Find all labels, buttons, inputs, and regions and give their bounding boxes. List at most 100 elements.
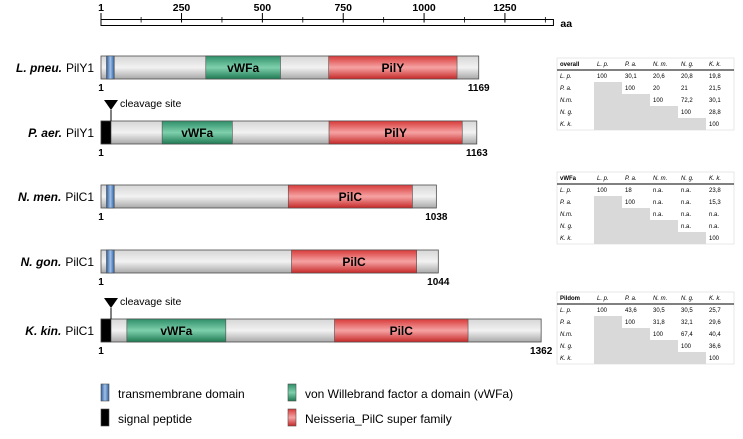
axis-unit-label: aa: [560, 18, 572, 30]
identity-table-cell: 100: [597, 308, 608, 314]
identity-table-row-label: P. a.: [560, 86, 572, 92]
identity-table-cell: 100: [709, 122, 720, 128]
identity-table-cell: 21,5: [709, 86, 721, 92]
identity-table-header: N. g.: [681, 296, 694, 302]
identity-table-cell: 43,6: [625, 308, 637, 314]
identity-table-cell: 100: [653, 98, 664, 104]
pilc-domain-label: PilY: [384, 126, 407, 140]
identity-table-cell: 100: [681, 110, 692, 116]
pilc-domain-label: PilC: [339, 190, 363, 204]
identity-table-cell: n.a.: [709, 224, 719, 230]
identity-table-header: N. m.: [653, 176, 667, 182]
identity-table-cell: 100: [625, 320, 636, 326]
protein-name: PilY1: [66, 126, 94, 140]
protein-species: P. aer.: [28, 126, 62, 140]
identity-table-title: overall: [560, 62, 580, 68]
identity-table-header: N. m.: [653, 296, 667, 302]
identity-table-shade: [594, 82, 622, 94]
pilc-domain: [291, 249, 417, 274]
tm-domain: [106, 249, 115, 274]
vwfa-domain: [126, 318, 227, 343]
identity-table: Pildom L. p. P. a. N. m. N. g. K. k. L. p. 100 4…: [556, 291, 735, 365]
protein-label: P. aer. PilY1: [28, 126, 94, 140]
identity-table: overall L. p. P. a. N. m. N. g. K. k. L. p. 100…: [556, 57, 735, 131]
vwfa-domain-label: vWFa: [160, 324, 192, 338]
identity-table-cell: 30,1: [625, 74, 637, 80]
identity-table-row-label: N. g.: [560, 224, 573, 230]
protein-row: L. pneu. PilY1 vWFa PilY1 1169: [16, 55, 490, 94]
tm-legend-label: transmembrane domain: [118, 387, 245, 401]
vwfa-domain: [205, 55, 281, 80]
identity-table-cell: 100: [597, 188, 608, 194]
pilc-legend-label: Neisseria_PilC super family: [305, 412, 452, 426]
identity-table-header: N. g.: [681, 62, 694, 68]
pilc-domain: [328, 120, 463, 145]
protein-species: N. gon.: [21, 255, 62, 269]
identity-table-cell: 29,6: [709, 320, 721, 326]
identity-table-cell: 36,6: [709, 344, 721, 350]
identity-table-cell: n.a.: [653, 188, 663, 194]
identity-table-cell: 18: [625, 188, 632, 194]
cleavage-site-label: cleavage site: [120, 296, 181, 308]
protein-start-label: 1: [98, 277, 104, 288]
protein-length-label: 1163: [466, 148, 488, 159]
protein-label: N. men. PilC1: [18, 190, 94, 204]
protein-name: PilY1: [66, 61, 94, 75]
identity-table-cell: 28,8: [709, 110, 721, 116]
identity-table-shade: [594, 316, 622, 328]
identity-table-cell: 100: [709, 236, 720, 242]
identity-table-header: K. k.: [709, 296, 721, 302]
identity-table-row-label: N. g.: [560, 344, 573, 350]
protein-name: PilC1: [65, 190, 94, 204]
pilc-domain: [328, 55, 458, 80]
identity-table-cell: 100: [709, 356, 720, 362]
protein-length-label: 1044: [427, 277, 450, 288]
vwfa-domain-label: vWFa: [227, 61, 259, 75]
identity-table-cell: 30,5: [681, 308, 693, 314]
identity-table-shade: [594, 328, 650, 340]
vwfa-domain: [161, 120, 233, 145]
identity-table-header: L. p.: [597, 62, 609, 68]
identity-table-shade: [594, 352, 706, 364]
identity-table-cell: 100: [625, 200, 636, 206]
pilc-domain: [287, 184, 413, 209]
identity-table-header: L. p.: [597, 296, 609, 302]
tm-legend-swatch: [100, 383, 110, 402]
cleavage-site-label: cleavage site: [120, 98, 181, 110]
signal-legend-swatch: [100, 408, 110, 427]
identity-table-cell: 20,6: [653, 74, 665, 80]
identity-table-cell: n.a.: [653, 200, 663, 206]
identity-table-cell: n.a.: [681, 200, 691, 206]
protein-row: N. gon. PilC1 PilC1 1044: [21, 249, 450, 288]
identity-table-row-label: L. p.: [560, 308, 572, 314]
axis-bar: [100, 19, 554, 26]
signal-domain: [100, 120, 112, 145]
identity-table-cell: 32,1: [681, 320, 693, 326]
protein-start-label: 1: [98, 346, 104, 357]
tm-domain: [106, 55, 115, 80]
identity-table-shade: [594, 340, 678, 352]
tm-domain: [106, 184, 115, 209]
identity-table-cell: 100: [681, 344, 692, 350]
protein-species: L. pneu.: [16, 61, 62, 75]
pilc-domain-label: PilC: [390, 324, 414, 338]
identity-table-row-label: L. p.: [560, 74, 572, 80]
protein-species: N. men.: [18, 190, 61, 204]
identity-table-shade: [594, 232, 706, 244]
axis-tick-label: 1250: [493, 2, 517, 14]
identity-table-shade: [594, 220, 678, 232]
protein-length-label: 1169: [468, 83, 490, 94]
identity-table-cell: 30,5: [653, 308, 665, 314]
cleavage-site-marker: [104, 298, 118, 308]
identity-table-row-label: N.m.: [560, 332, 573, 338]
axis-tick-label: 500: [254, 2, 272, 14]
identity-table-cell: 100: [625, 86, 636, 92]
identity-table-cell: n.a.: [681, 212, 691, 218]
pilc-domain-label: PilY: [382, 61, 405, 75]
identity-table-header: N. m.: [653, 62, 667, 68]
protein-length-label: 1038: [425, 212, 448, 223]
